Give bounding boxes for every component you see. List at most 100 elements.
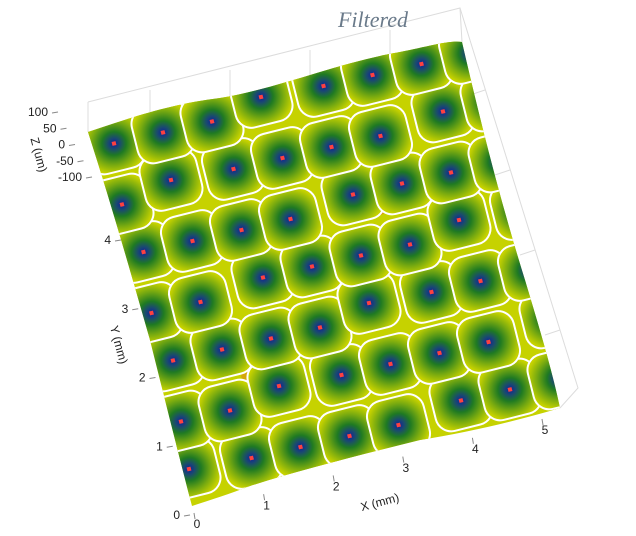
cell-center bbox=[300, 36, 305, 41]
cell-center bbox=[556, 376, 560, 381]
cell-center bbox=[366, 300, 372, 306]
cell-center bbox=[370, 72, 375, 78]
cell-center bbox=[219, 347, 225, 352]
cell-center bbox=[280, 155, 285, 161]
cell-fill bbox=[122, 41, 188, 104]
cell-center bbox=[411, 1, 416, 6]
cell bbox=[167, 270, 234, 334]
z-tick-label: -100 bbox=[58, 170, 82, 184]
x-tick bbox=[193, 512, 196, 520]
z-axis-label: Z (um) bbox=[27, 136, 50, 174]
cell-center bbox=[329, 144, 334, 150]
cell bbox=[122, 41, 188, 104]
y-tick-label: 3 bbox=[122, 302, 129, 316]
z-tick bbox=[85, 176, 93, 179]
cell-center bbox=[239, 227, 244, 233]
cell-center bbox=[358, 253, 364, 258]
cell-center bbox=[396, 422, 401, 428]
y-tick bbox=[149, 377, 156, 379]
cell-center bbox=[288, 216, 293, 222]
x-tick bbox=[471, 437, 474, 444]
chart-title: Filtered bbox=[337, 7, 409, 32]
cell-center bbox=[201, 58, 207, 63]
y-tick-label: 4 bbox=[104, 233, 111, 247]
x-tick-label: 4 bbox=[472, 442, 479, 456]
cell-center bbox=[429, 289, 434, 295]
x-tick-label: 5 bbox=[542, 423, 549, 437]
cell bbox=[269, 36, 335, 71]
z-tick-label: 0 bbox=[58, 138, 65, 152]
cell-center bbox=[141, 249, 146, 255]
y-tick-label: 2 bbox=[139, 371, 146, 385]
x-axis-label: X (mm) bbox=[359, 490, 401, 514]
x-tick bbox=[332, 475, 335, 482]
cell-center bbox=[458, 398, 464, 403]
z-tick bbox=[68, 144, 76, 146]
cell-center bbox=[258, 94, 264, 100]
cell-center bbox=[119, 202, 125, 207]
cell-center bbox=[168, 177, 174, 183]
y-tick bbox=[114, 239, 122, 242]
cell-center bbox=[90, 93, 95, 99]
cell-center bbox=[190, 238, 195, 244]
cell-center bbox=[468, 50, 473, 56]
x-tick-label: 3 bbox=[402, 461, 409, 475]
z-tick-label: 100 bbox=[28, 105, 48, 119]
y-axis-label: Y (mm) bbox=[107, 324, 131, 365]
cell-center bbox=[249, 455, 254, 461]
cell-center bbox=[152, 69, 158, 74]
cell-center bbox=[507, 387, 513, 392]
cell-center bbox=[388, 361, 393, 367]
cell-center bbox=[350, 192, 356, 197]
cell-center bbox=[378, 133, 383, 139]
x-tick bbox=[402, 456, 405, 463]
x-tick-label: 2 bbox=[333, 480, 340, 494]
cell-center bbox=[178, 419, 184, 424]
cell-center bbox=[489, 98, 495, 103]
x-tick bbox=[263, 494, 266, 501]
cell-center bbox=[250, 47, 256, 52]
cell-center bbox=[260, 275, 266, 280]
y-tick bbox=[183, 514, 191, 517]
cell bbox=[257, 187, 324, 251]
x-tick bbox=[541, 418, 544, 426]
y-tick-label: 1 bbox=[156, 439, 163, 453]
y-tick-label: 0 bbox=[173, 508, 180, 522]
cell-center bbox=[298, 444, 303, 450]
x-tick-label: 1 bbox=[263, 498, 270, 512]
cell-center bbox=[309, 264, 315, 269]
cell-fill bbox=[88, 64, 126, 128]
cell bbox=[455, 310, 522, 374]
cell-center bbox=[339, 372, 344, 378]
z-tick-label: -50 bbox=[56, 154, 74, 168]
cell-center bbox=[437, 350, 442, 356]
cell-center bbox=[497, 159, 503, 164]
cell-center bbox=[527, 267, 532, 273]
cell-center bbox=[227, 408, 233, 413]
z-tick bbox=[51, 111, 59, 114]
z-tick bbox=[77, 160, 84, 163]
cell bbox=[220, 41, 286, 82]
cell-fill bbox=[269, 41, 335, 71]
cell-center bbox=[399, 181, 405, 186]
cell-center bbox=[486, 339, 491, 345]
y-tick bbox=[166, 445, 173, 448]
cell-center bbox=[111, 141, 117, 146]
cell bbox=[347, 104, 414, 168]
z-tick bbox=[60, 127, 67, 130]
x-tick-label: 0 bbox=[194, 517, 201, 531]
cell-center bbox=[149, 310, 154, 316]
cell-fill bbox=[220, 41, 286, 82]
cell-center bbox=[209, 119, 215, 124]
z-tick-label: 50 bbox=[43, 121, 57, 135]
cell-center bbox=[198, 299, 203, 305]
cell-center bbox=[407, 242, 413, 247]
cell-center bbox=[347, 433, 352, 439]
cell-center bbox=[440, 109, 446, 114]
cell-center bbox=[448, 170, 454, 175]
cell bbox=[88, 64, 126, 128]
cell-fill bbox=[171, 41, 237, 93]
cell-center bbox=[160, 130, 166, 135]
y-tick bbox=[132, 308, 139, 311]
